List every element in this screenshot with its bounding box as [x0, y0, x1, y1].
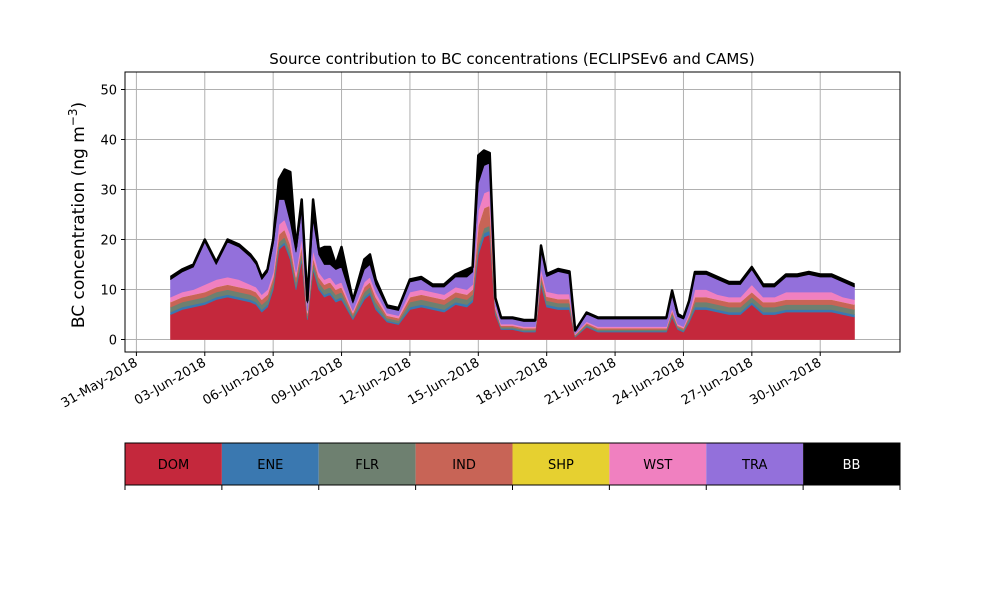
plot-frame [124, 71, 901, 353]
grid [125, 72, 900, 352]
x-tick-label: 03-Jun-2018 [132, 355, 209, 408]
x-tick-label: 09-Jun-2018 [269, 355, 346, 408]
legend-colorbar: DOM ENE FLR IND SHP WST TRA BB [124, 442, 901, 490]
y-tick-label: 10 [100, 284, 117, 299]
legend-swatch-flr [318, 443, 416, 485]
y-tick-label: 20 [100, 234, 117, 249]
legend-swatch-ind [415, 443, 513, 485]
legend-label-ene: ENE [257, 458, 283, 473]
y-tick-label: 40 [100, 134, 117, 149]
x-tick-label: 31-May-2018 [59, 355, 141, 411]
y-axis-label-main: BC concentration (ng m [69, 126, 89, 328]
legend-swatch-bb [803, 443, 900, 485]
x-tick-label: 21-Jun-2018 [542, 355, 619, 408]
total-outline [169, 149, 855, 332]
x-tick-label: 24-Jun-2018 [611, 355, 688, 408]
legend-swatch-wst [609, 443, 707, 485]
legend-swatch-tra [706, 443, 804, 485]
chart-title: Source contribution to BC concentrations… [269, 50, 754, 68]
y-axis-label: BC concentration (ng m−3) [66, 102, 89, 328]
x-tick-label: 18-Jun-2018 [474, 355, 551, 408]
y-tick-label: 0 [109, 334, 117, 349]
legend-swatch-ene [221, 443, 319, 485]
y-axis-label-exponent: −3 [66, 108, 80, 126]
legend-label-ind: IND [452, 458, 476, 473]
y-tick-label: 30 [100, 184, 117, 199]
legend-label-bb: BB [843, 458, 861, 473]
x-tick-label: 15-Jun-2018 [405, 355, 482, 408]
legend-label-shp: SHP [548, 458, 574, 473]
legend-label-flr: FLR [355, 458, 379, 473]
axis-ticks: 0 10 20 30 40 50 31-May-201803-Jun-201806-Jun-… [59, 84, 825, 412]
y-tick-label: 50 [100, 84, 117, 99]
x-tick-label: 30-Jun-2018 [747, 355, 824, 408]
legend-swatch-dom [125, 443, 222, 485]
x-tick-label: 06-Jun-2018 [200, 355, 277, 408]
x-tick-label: 27-Jun-2018 [679, 355, 756, 408]
legend-label-dom: DOM [158, 458, 189, 473]
total-line [169, 149, 855, 332]
x-tick-label: 12-Jun-2018 [337, 355, 414, 408]
legend-label-wst: WST [643, 458, 672, 473]
y-axis-label-close: ) [69, 102, 89, 109]
legend-swatch-shp [512, 443, 610, 485]
legend-label-tra: TRA [741, 458, 767, 473]
